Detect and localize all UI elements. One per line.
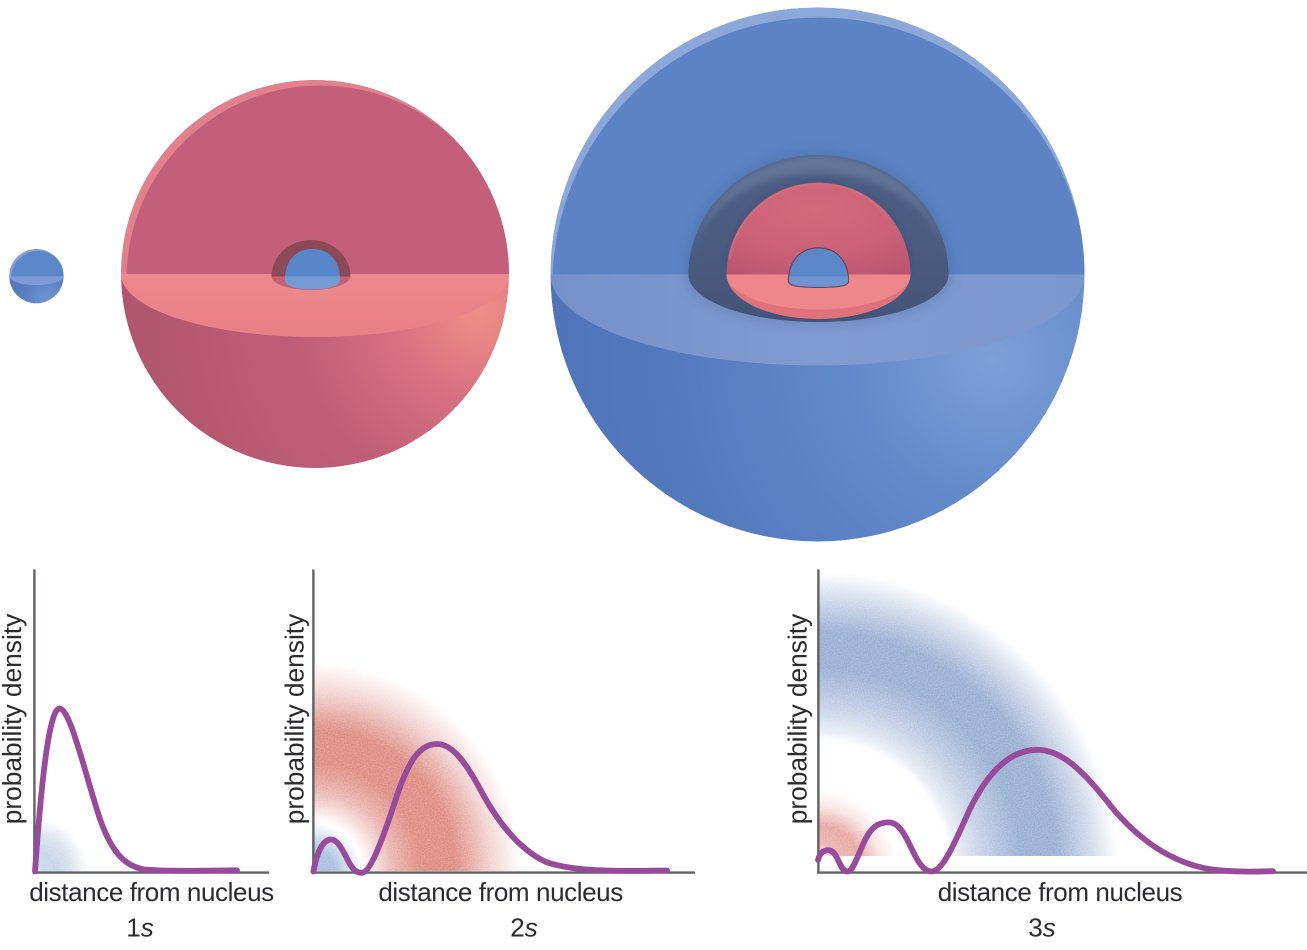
svg-text:3s: 3s bbox=[1028, 913, 1055, 943]
svg-text:1s: 1s bbox=[126, 913, 153, 943]
svg-text:distance from nucleus: distance from nucleus bbox=[29, 877, 274, 907]
svg-text:2s: 2s bbox=[510, 913, 537, 943]
svg-text:probability density: probability density bbox=[280, 613, 310, 824]
svg-text:distance from nucleus: distance from nucleus bbox=[938, 877, 1183, 907]
svg-text:probability density: probability density bbox=[783, 613, 813, 824]
svg-text:probability density: probability density bbox=[0, 613, 27, 824]
svg-text:distance from nucleus: distance from nucleus bbox=[378, 877, 623, 907]
